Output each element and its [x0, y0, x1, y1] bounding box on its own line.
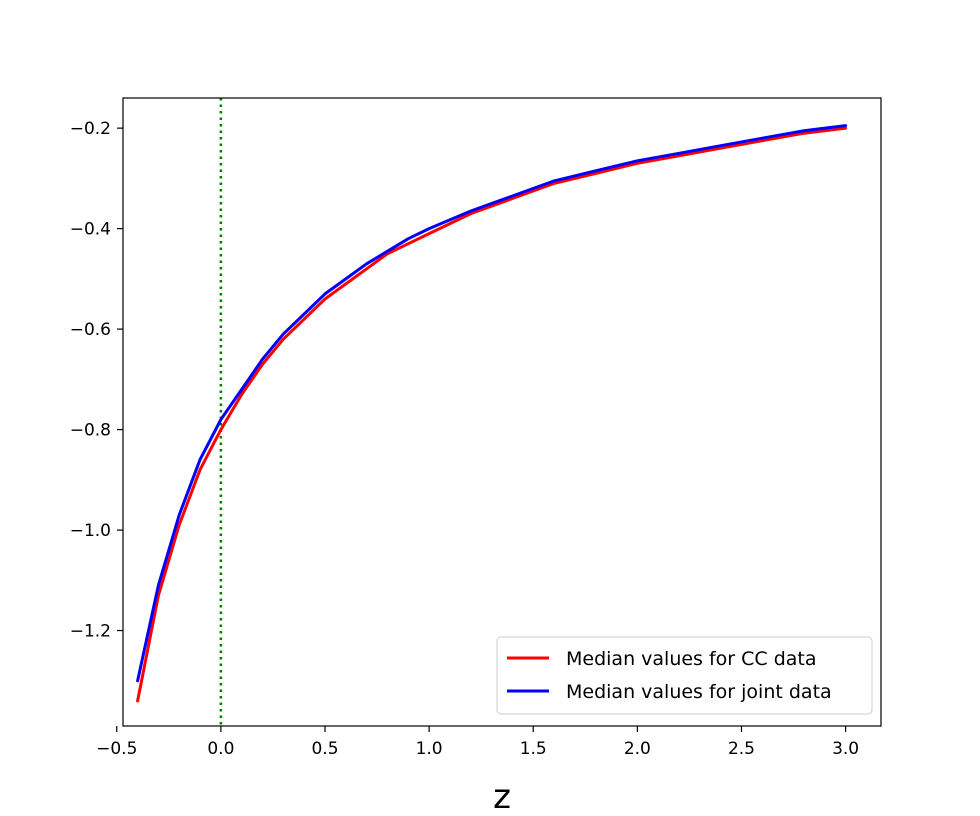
legend-label: Median values for joint data: [566, 681, 832, 703]
legend-label: Median values for CC data: [566, 648, 817, 670]
series-line-1: [136, 126, 848, 703]
x-axis-label: z: [493, 777, 511, 816]
y-tick-label: −0.6: [70, 320, 111, 340]
x-tick-label: 2.0: [624, 739, 651, 759]
y-axis: −1.2 −1.0 −0.8 −0.6 −0.4 −0.2: [70, 119, 123, 642]
x-axis: −0.5 0.0 0.5 1.0 1.5 2.0 2.5 3.0: [96, 726, 859, 759]
x-tick-label: 1.5: [520, 739, 547, 759]
y-tick-label: −0.4: [70, 220, 111, 240]
axes-frame: [122, 97, 882, 727]
x-tick-label: 3.0: [832, 739, 859, 759]
x-tick-label: 1.0: [416, 739, 443, 759]
series-line-2: [136, 124, 848, 683]
x-tick-label: 2.5: [728, 739, 755, 759]
y-tick-label: −0.2: [70, 119, 111, 139]
y-tick-label: −0.8: [70, 421, 111, 441]
legend: Median values for CC data Median values f…: [496, 636, 873, 715]
plot-area: [136, 98, 848, 726]
x-tick-label: 0.5: [311, 739, 338, 759]
y-tick-label: −1.2: [70, 622, 111, 642]
y-tick-label: −1.0: [70, 521, 111, 541]
x-tick-label: 0.0: [207, 739, 234, 759]
legend-box: [496, 636, 873, 715]
x-tick-label: −0.5: [96, 739, 137, 759]
